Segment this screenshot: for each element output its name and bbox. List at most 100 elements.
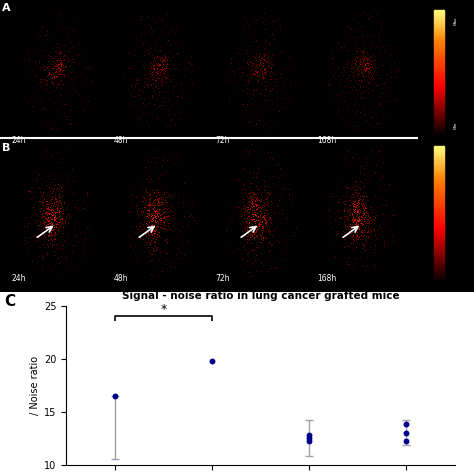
- Bar: [434, 60, 444, 63]
- Bar: [434, 253, 444, 255]
- Bar: [434, 182, 444, 184]
- Bar: [434, 246, 444, 248]
- Bar: [434, 102, 444, 104]
- Text: 168h: 168h: [318, 136, 337, 145]
- Bar: [434, 125, 444, 127]
- Point: [402, 429, 410, 437]
- Bar: [434, 221, 444, 223]
- Bar: [434, 198, 444, 201]
- Bar: [434, 184, 444, 187]
- Bar: [434, 164, 444, 166]
- Text: 72h: 72h: [216, 136, 230, 145]
- Bar: [434, 85, 444, 88]
- Text: A: A: [2, 3, 11, 13]
- Bar: [434, 159, 444, 162]
- Bar: [434, 25, 444, 27]
- Bar: [434, 239, 444, 242]
- Bar: [434, 271, 444, 273]
- Bar: [434, 27, 444, 29]
- Bar: [434, 12, 444, 14]
- Bar: [434, 146, 444, 148]
- Bar: [434, 112, 444, 115]
- Bar: [434, 281, 444, 283]
- Bar: [434, 203, 444, 205]
- Text: 48h: 48h: [114, 274, 128, 283]
- Bar: [434, 134, 444, 136]
- Bar: [434, 248, 444, 251]
- Bar: [434, 39, 444, 42]
- Bar: [434, 201, 444, 203]
- Bar: [434, 155, 444, 157]
- Bar: [434, 21, 444, 23]
- Bar: [434, 212, 444, 214]
- Bar: [434, 173, 444, 175]
- Bar: [434, 94, 444, 96]
- Bar: [434, 169, 444, 171]
- Bar: [434, 119, 444, 121]
- Bar: [434, 79, 444, 81]
- Bar: [434, 230, 444, 233]
- Bar: [434, 123, 444, 125]
- Bar: [434, 196, 444, 198]
- Bar: [434, 106, 444, 109]
- Bar: [434, 148, 444, 150]
- Text: 24h: 24h: [12, 274, 27, 283]
- Bar: [434, 267, 444, 269]
- Bar: [434, 50, 444, 52]
- Bar: [434, 180, 444, 182]
- Bar: [434, 109, 444, 110]
- Text: 48h: 48h: [114, 136, 128, 145]
- Bar: [434, 46, 444, 48]
- Text: Min: Min: [454, 122, 458, 129]
- Text: 24h: 24h: [12, 136, 27, 145]
- Bar: [434, 31, 444, 33]
- Bar: [434, 33, 444, 35]
- Bar: [434, 262, 444, 264]
- Bar: [434, 278, 444, 281]
- Bar: [434, 175, 444, 178]
- Bar: [434, 58, 444, 60]
- Bar: [434, 14, 444, 17]
- Bar: [434, 18, 444, 21]
- Bar: [434, 127, 444, 129]
- Bar: [434, 115, 444, 117]
- Bar: [434, 110, 444, 112]
- Bar: [434, 42, 444, 44]
- Bar: [434, 150, 444, 153]
- Bar: [434, 237, 444, 239]
- Bar: [434, 117, 444, 119]
- Text: C: C: [5, 294, 16, 309]
- Text: 72h: 72h: [216, 274, 230, 283]
- Bar: [434, 69, 444, 71]
- Bar: [434, 121, 444, 123]
- Point: [402, 420, 410, 428]
- Bar: [434, 100, 444, 102]
- Bar: [434, 233, 444, 235]
- Bar: [434, 98, 444, 100]
- Point: [305, 431, 313, 438]
- Bar: [434, 273, 444, 276]
- Point: [208, 357, 216, 365]
- Bar: [434, 189, 444, 191]
- Point: [402, 438, 410, 445]
- Bar: [434, 219, 444, 221]
- Bar: [434, 81, 444, 83]
- Y-axis label: / Noise ratio: / Noise ratio: [30, 356, 40, 415]
- Point: [305, 438, 313, 445]
- Text: B: B: [2, 143, 11, 153]
- Bar: [434, 23, 444, 25]
- Bar: [434, 75, 444, 77]
- Bar: [434, 171, 444, 173]
- Point: [111, 392, 118, 400]
- Bar: [434, 17, 444, 18]
- Bar: [434, 214, 444, 217]
- Title: Signal - noise ratio in lung cancer grafted mice: Signal - noise ratio in lung cancer graf…: [122, 291, 400, 301]
- Bar: [434, 223, 444, 226]
- Text: *: *: [160, 303, 167, 316]
- Bar: [434, 64, 444, 67]
- Bar: [434, 37, 444, 39]
- Bar: [434, 44, 444, 46]
- Text: Max: Max: [454, 17, 458, 25]
- Bar: [434, 235, 444, 237]
- Bar: [434, 104, 444, 106]
